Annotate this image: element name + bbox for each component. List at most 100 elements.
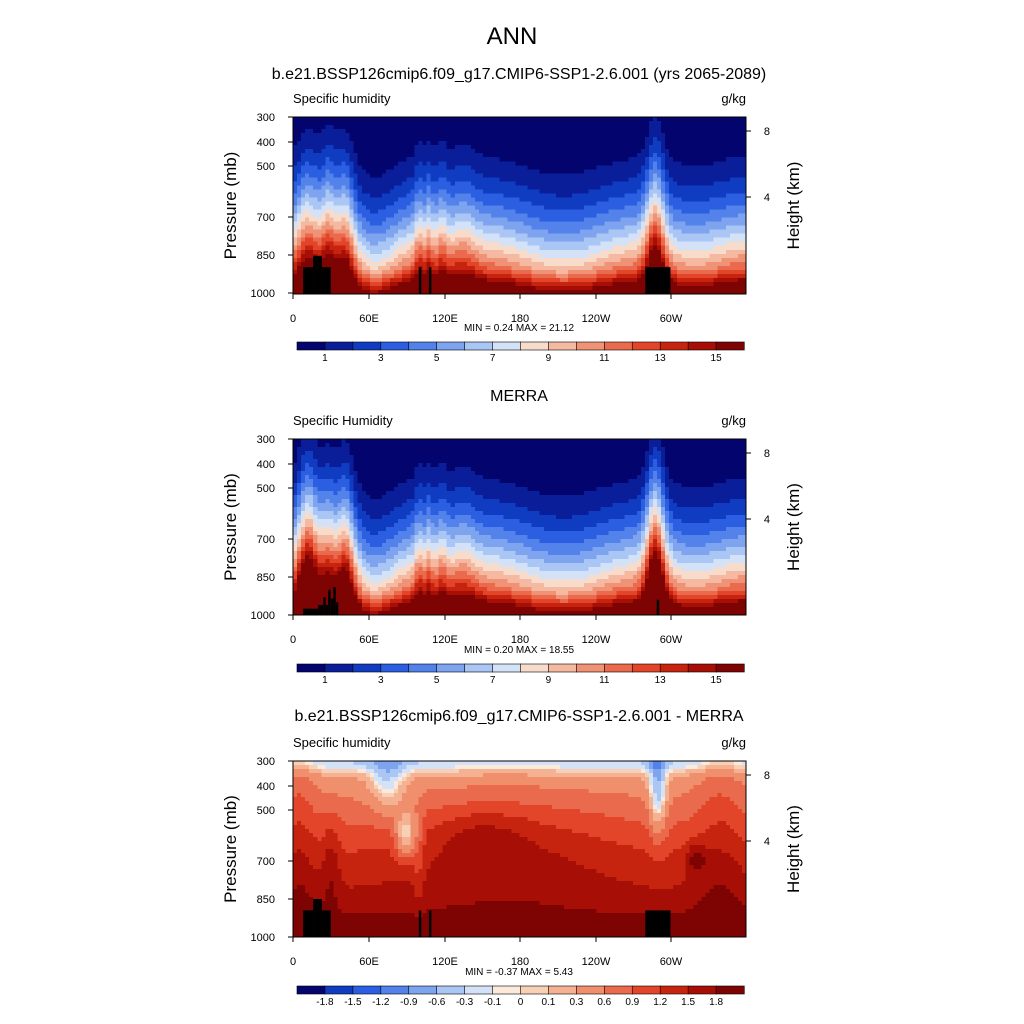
contour-cell <box>357 571 363 576</box>
contour-cell <box>297 213 302 219</box>
contour-cell <box>608 229 638 235</box>
contour-cell <box>369 257 383 263</box>
contour-cell <box>337 491 351 496</box>
contour-cell <box>661 805 666 810</box>
contour-cell <box>349 237 355 243</box>
contour-cell <box>596 487 642 492</box>
contour-cell <box>665 817 690 822</box>
contour-cell <box>507 217 541 223</box>
contour-cell <box>297 237 302 243</box>
contour-cell <box>652 801 662 806</box>
contour-cell <box>394 563 407 568</box>
contour-cell <box>418 829 424 834</box>
contour-cell <box>293 269 298 275</box>
contour-cell <box>353 205 359 211</box>
contour-cell <box>381 801 399 806</box>
contour-cell <box>531 599 561 604</box>
contour-cell <box>430 579 440 584</box>
contour-cell <box>313 483 351 488</box>
colorbar-label: 5 <box>434 675 440 686</box>
contour-cell <box>600 837 654 842</box>
contour-cell <box>349 479 355 484</box>
contour-cell <box>681 575 711 580</box>
contour-cell <box>361 599 371 604</box>
y-tick-label: 400 <box>257 137 275 149</box>
contour-cell <box>483 773 529 778</box>
contour-cell <box>644 527 650 532</box>
contour-cell <box>475 149 642 154</box>
contour-cell <box>648 503 654 508</box>
contour-cell <box>293 515 298 520</box>
contour-cell <box>673 563 727 568</box>
contour-cell <box>446 249 456 255</box>
contour-cell <box>325 173 335 178</box>
contour-cell <box>426 483 432 488</box>
contour-cell <box>329 881 335 886</box>
contour-cell <box>657 499 662 504</box>
contour-cell <box>357 475 415 480</box>
contour-cell <box>353 197 359 203</box>
contour-cell <box>349 519 355 524</box>
contour-cell <box>608 551 638 556</box>
contour-cell <box>305 225 314 231</box>
contour-cell <box>519 833 589 838</box>
contour-cell <box>737 253 747 259</box>
contour-cell <box>657 117 747 122</box>
contour-cell <box>341 543 347 548</box>
contour-cell <box>640 761 650 766</box>
contour-cell <box>527 241 601 247</box>
contour-cell <box>422 829 428 834</box>
contour-cell <box>438 269 448 275</box>
contour-cell <box>665 805 670 810</box>
contour-cell <box>369 193 383 199</box>
contour-cell <box>301 209 306 215</box>
contour-cell <box>414 491 476 496</box>
contour-cell <box>293 189 298 195</box>
x-tick-label: 180 <box>511 634 529 646</box>
contour-cell <box>422 233 428 239</box>
contour-cell <box>394 825 399 830</box>
contour-cell <box>568 599 597 604</box>
contour-cell <box>717 265 747 271</box>
contour-cell <box>665 261 670 267</box>
contour-cell <box>661 499 666 504</box>
contour-cell <box>652 475 658 480</box>
contour-cell <box>669 229 682 235</box>
contour-cell <box>418 531 424 536</box>
contour-cell <box>644 765 650 770</box>
contour-cell <box>293 583 298 588</box>
contour-cell <box>394 555 407 560</box>
contour-cell <box>305 507 314 512</box>
contour-cell <box>438 257 444 263</box>
contour-cell <box>390 567 399 572</box>
contour-cell <box>665 773 670 778</box>
contour-cell <box>673 217 723 223</box>
contour-cell <box>373 777 383 782</box>
contour-cell <box>454 833 521 838</box>
contour-cell <box>689 857 707 862</box>
contour-cell <box>305 535 314 540</box>
contour-cell <box>402 265 411 271</box>
contour-cell <box>381 273 395 279</box>
contour-cell <box>349 209 355 215</box>
contour-cell <box>705 261 731 267</box>
contour-cell <box>470 145 646 150</box>
contour-cell <box>422 269 428 275</box>
contour-cell <box>357 591 363 596</box>
contour-cell <box>353 479 359 484</box>
contour-cell <box>305 519 314 524</box>
contour-cell <box>438 241 448 247</box>
contour-cell <box>539 575 589 580</box>
contour-cell <box>648 829 654 834</box>
contour-cell <box>349 547 355 552</box>
contour-cell <box>353 193 359 199</box>
contour-cell <box>661 463 666 468</box>
colorbar-swatch <box>436 985 466 995</box>
contour-cell <box>357 511 367 516</box>
contour-cell <box>438 571 448 576</box>
contour-cell <box>313 205 322 211</box>
contour-cell <box>422 209 428 215</box>
contour-cell <box>349 515 355 520</box>
contour-cell <box>648 237 654 243</box>
